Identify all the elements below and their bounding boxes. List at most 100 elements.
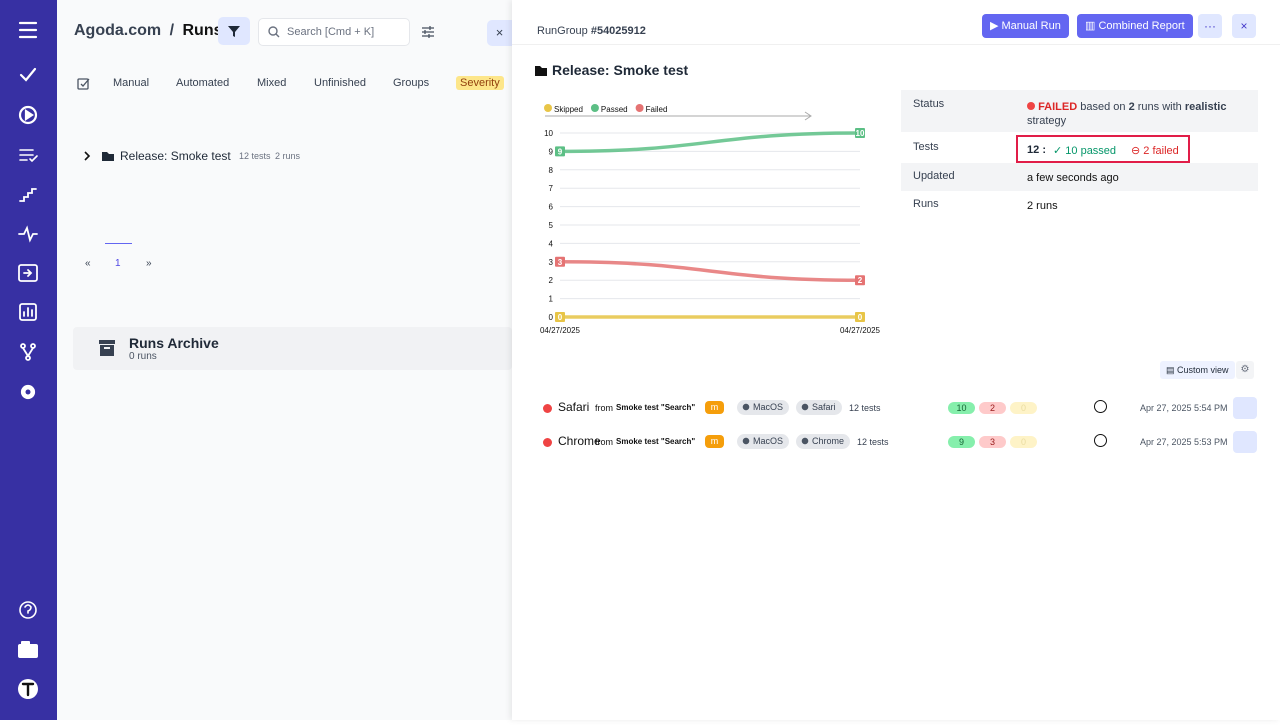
run-source: Smoke test "Search" (616, 403, 696, 412)
breadcrumb: Agoda.com / Runs (74, 22, 222, 40)
run-more-button[interactable] (1233, 431, 1257, 453)
passed-count: 10 (948, 402, 975, 414)
run-tests: 12 tests (849, 403, 881, 413)
plans-icon[interactable] (19, 149, 38, 163)
legend-label: Skipped (554, 105, 583, 114)
manual-run-button[interactable]: ▶ Manual Run (982, 14, 1069, 38)
series-line (559, 260, 861, 282)
filter-tab[interactable]: Manual (113, 77, 150, 89)
y-tick-label: 7 (549, 184, 554, 193)
combined-report-button[interactable]: ▥ Combined Report (1077, 14, 1193, 38)
tests-separator: : (1042, 144, 1046, 156)
run-row[interactable]: Safari from Smoke test "Search" m MacOS Safar… (512, 397, 1280, 419)
pagination-next[interactable]: » (146, 258, 152, 269)
point-label: 0 (558, 313, 563, 322)
projects-icon[interactable] (18, 641, 38, 658)
run-name[interactable]: Safari (558, 400, 590, 414)
tree-icons (84, 151, 114, 161)
archive-icon (99, 340, 115, 356)
run-badge: m (705, 435, 724, 448)
y-tick-label: 2 (549, 276, 554, 285)
user-avatar[interactable] (18, 679, 38, 699)
skipped-count: 0 (1010, 436, 1037, 448)
point-label: 10 (856, 129, 865, 138)
passed-count: 9 (948, 436, 975, 448)
run-source: Smoke test "Search" (616, 437, 696, 446)
settings-icon[interactable] (20, 384, 36, 400)
skipped-count: 0 (1010, 402, 1037, 414)
breadcrumb-separator: / (169, 22, 175, 39)
run-group-id: #54025912 (590, 25, 646, 37)
sidebar-icons (18, 21, 38, 699)
help-icon[interactable] (19, 601, 37, 619)
run-tag: MacOS (737, 434, 790, 449)
tree-group-name[interactable]: Release: Smoke test (120, 149, 231, 163)
tests-total-value: 12 (1027, 144, 1040, 156)
run-badge: m (705, 401, 724, 414)
updated-label: Updated (913, 170, 955, 182)
pulse-icon[interactable] (18, 225, 38, 243)
status-value: FAILED based on 2 runs with realistic st… (1027, 100, 1226, 128)
filter-button[interactable] (218, 17, 250, 45)
page-indicator (105, 243, 132, 244)
close-panel-tab[interactable]: × (487, 20, 512, 46)
close-button[interactable]: × (1232, 14, 1256, 38)
run-group-label: RunGroup #54025912 (537, 25, 646, 37)
pagination-prev[interactable]: « (85, 258, 91, 269)
point-label: 9 (558, 147, 563, 156)
run-tag: MacOS (737, 400, 790, 415)
menu-icon[interactable] (18, 21, 38, 39)
select-icon[interactable] (77, 77, 91, 91)
tests-passed-value: 10 passed (1065, 145, 1117, 157)
filter-tab[interactable]: Severity (456, 76, 504, 90)
run-name[interactable]: Chrome (558, 434, 601, 448)
run-row[interactable]: Chrome from Smoke test "Search" m MacOS Chrom… (512, 431, 1280, 453)
header-divider (512, 44, 1280, 45)
runs-icon[interactable] (18, 105, 38, 125)
series-line (559, 131, 861, 154)
manual-run-label: Manual Run (1001, 20, 1061, 32)
run-status-icon (543, 438, 552, 447)
tree-group-runs: 2 runs (275, 151, 301, 161)
more-button[interactable]: ··· (1198, 14, 1222, 38)
search-placeholder: Search [Cmd + K] (287, 26, 375, 38)
y-tick-label: 3 (549, 258, 554, 267)
project-name[interactable]: Agoda.com (74, 22, 162, 39)
tests-icon[interactable] (19, 67, 37, 82)
search-icon (268, 26, 280, 38)
custom-view-label: Custom view (1177, 365, 1229, 375)
run-more-button[interactable] (1233, 397, 1257, 419)
status-label: Status (913, 98, 945, 110)
settings-sliders[interactable] (421, 25, 435, 39)
filter-tab[interactable]: Mixed (257, 77, 287, 89)
run-date: Apr 27, 2025 5:54 PM (1140, 403, 1228, 413)
analytics-icon[interactable] (19, 303, 37, 321)
point-label-box (855, 128, 865, 138)
search-box[interactable]: Search [Cmd + K] (258, 18, 410, 46)
panel-title: Release: Smoke test (552, 62, 689, 78)
point-label-box (855, 312, 865, 322)
filter-tab[interactable]: Groups (393, 77, 430, 89)
y-tick-label: 4 (549, 239, 554, 248)
run-group-prefix: RunGroup (537, 25, 588, 37)
point-label-box (555, 146, 565, 157)
view-settings-button[interactable]: ⚙ (1236, 361, 1254, 379)
point-label: 2 (858, 276, 863, 285)
pagination-page[interactable]: 1 (115, 258, 121, 269)
steps-icon[interactable] (19, 188, 37, 202)
branches-icon[interactable] (20, 343, 36, 361)
import-icon[interactable] (18, 264, 38, 282)
run-tests: 12 tests (857, 437, 889, 447)
runs-archive[interactable]: Runs Archive 0 runs (73, 327, 512, 370)
legend-arrow-head (804, 111, 812, 121)
filter-tab[interactable]: Automated (176, 77, 230, 89)
run-date: Apr 27, 2025 5:53 PM (1140, 437, 1228, 447)
custom-view-button[interactable]: ▤ Custom view (1160, 361, 1235, 379)
legend-label: Passed (601, 105, 628, 114)
filter-tab[interactable]: Unfinished (314, 77, 366, 89)
x-tick-label: 04/27/2025 (840, 326, 881, 335)
point-label-box (555, 256, 565, 267)
archive-title: Runs Archive (129, 335, 219, 351)
